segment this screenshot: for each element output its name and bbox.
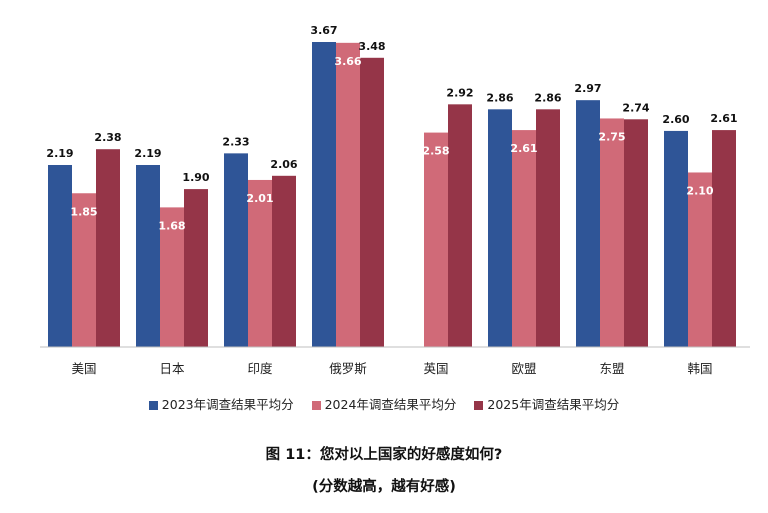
legend-label-2024: 2024年调查结果平均分 — [324, 397, 457, 412]
value-label-2023-5: 2.86 — [486, 91, 513, 104]
legend-item-2025: 2025年调查结果平均分 — [474, 394, 619, 413]
bar-2024-2 — [248, 179, 272, 347]
bar-2023-5 — [488, 109, 512, 348]
bar-2024-3 — [336, 42, 360, 348]
category-label-4: 英国 — [423, 361, 448, 376]
legend-swatch-2025 — [474, 401, 484, 410]
legend-swatch-2023 — [148, 401, 158, 410]
bar-2025-6 — [624, 119, 648, 348]
value-label-2023-6: 2.97 — [574, 82, 601, 95]
value-label-2023-0: 2.19 — [46, 147, 73, 160]
legend-swatch-2024 — [311, 401, 321, 410]
bars-layer — [48, 42, 736, 348]
bar-2025-3 — [360, 57, 384, 347]
category-label-7: 韩国 — [687, 361, 712, 376]
figure-caption-title: 图 11：您对以上国家的好感度如何? — [265, 447, 503, 463]
value-label-2023-7: 2.60 — [662, 113, 689, 126]
value-label-2024-0: 1.85 — [70, 205, 97, 218]
value-label-2025-6: 2.74 — [622, 101, 649, 114]
value-label-2024-3: 3.66 — [334, 55, 361, 68]
bar-2025-2 — [272, 175, 296, 347]
bar-2023-3 — [312, 42, 336, 347]
value-label-2024-6: 2.75 — [598, 130, 625, 143]
value-label-2024-5: 2.61 — [510, 142, 537, 155]
value-label-2025-4: 2.92 — [446, 86, 473, 99]
category-label-2: 印度 — [247, 361, 273, 376]
bar-2025-1 — [184, 189, 208, 347]
bar-2024-7 — [688, 172, 712, 347]
category-label-0: 美国 — [71, 361, 96, 376]
category-label-3: 俄罗斯 — [329, 361, 367, 376]
bar-2024-4 — [424, 132, 448, 347]
bar-2024-5 — [512, 130, 536, 347]
bar-2025-4 — [448, 104, 472, 347]
figure-caption-subtitle: (分数越高，越有好感) — [312, 479, 456, 495]
bar-chart: 2.19 1.85 2.38 2.19 1.68 1.90 2.33 2.01 2.06 3.67… — [40, 24, 750, 376]
value-label-2024-1: 1.68 — [158, 219, 185, 232]
value-label-2025-7: 2.61 — [710, 112, 737, 125]
category-label-6: 东盟 — [599, 361, 624, 376]
bar-2024-0 — [72, 193, 96, 347]
category-labels-layer: 美国 日本 印度 俄罗斯 英国 欧盟 东盟 韩国 — [71, 361, 712, 376]
legend-label-2023: 2023年调查结果平均分 — [161, 397, 294, 412]
legend-item-2024: 2024年调查结果平均分 — [311, 394, 457, 413]
value-label-2024-2: 2.01 — [246, 192, 273, 205]
legend-item-2023: 2023年调查结果平均分 — [148, 394, 294, 413]
value-label-2024-7: 2.10 — [686, 184, 713, 197]
value-label-2025-3: 3.48 — [358, 40, 385, 53]
value-label-2023-1: 2.19 — [134, 147, 161, 160]
value-labels-layer: 2.19 1.85 2.38 2.19 1.68 1.90 2.33 2.01 2.06 3.67… — [46, 24, 737, 232]
bar-2023-6 — [576, 100, 600, 348]
bar-2025-7 — [712, 130, 736, 347]
bar-2025-0 — [96, 149, 120, 347]
value-label-2023-3: 3.67 — [310, 24, 337, 37]
category-label-1: 日本 — [159, 361, 185, 376]
bar-2024-1 — [160, 207, 184, 347]
value-label-2025-1: 1.90 — [182, 171, 209, 184]
value-label-2025-5: 2.86 — [534, 91, 561, 104]
value-label-2025-2: 2.06 — [270, 158, 297, 171]
value-label-2023-2: 2.33 — [222, 135, 249, 148]
bar-2023-0 — [48, 164, 72, 347]
category-label-5: 欧盟 — [511, 361, 536, 376]
legend: 2023年调查结果平均分 2024年调查结果平均分 2025年调查结果平均分 — [0, 394, 768, 413]
bar-2023-1 — [136, 164, 160, 347]
bar-2023-7 — [664, 130, 688, 347]
bar-2023-2 — [224, 153, 248, 347]
value-label-2024-4: 2.58 — [422, 145, 449, 158]
bar-2024-6 — [600, 118, 624, 347]
legend-label-2025: 2025年调查结果平均分 — [487, 397, 620, 412]
bar-2025-5 — [536, 109, 560, 348]
value-label-2025-0: 2.38 — [94, 131, 121, 144]
